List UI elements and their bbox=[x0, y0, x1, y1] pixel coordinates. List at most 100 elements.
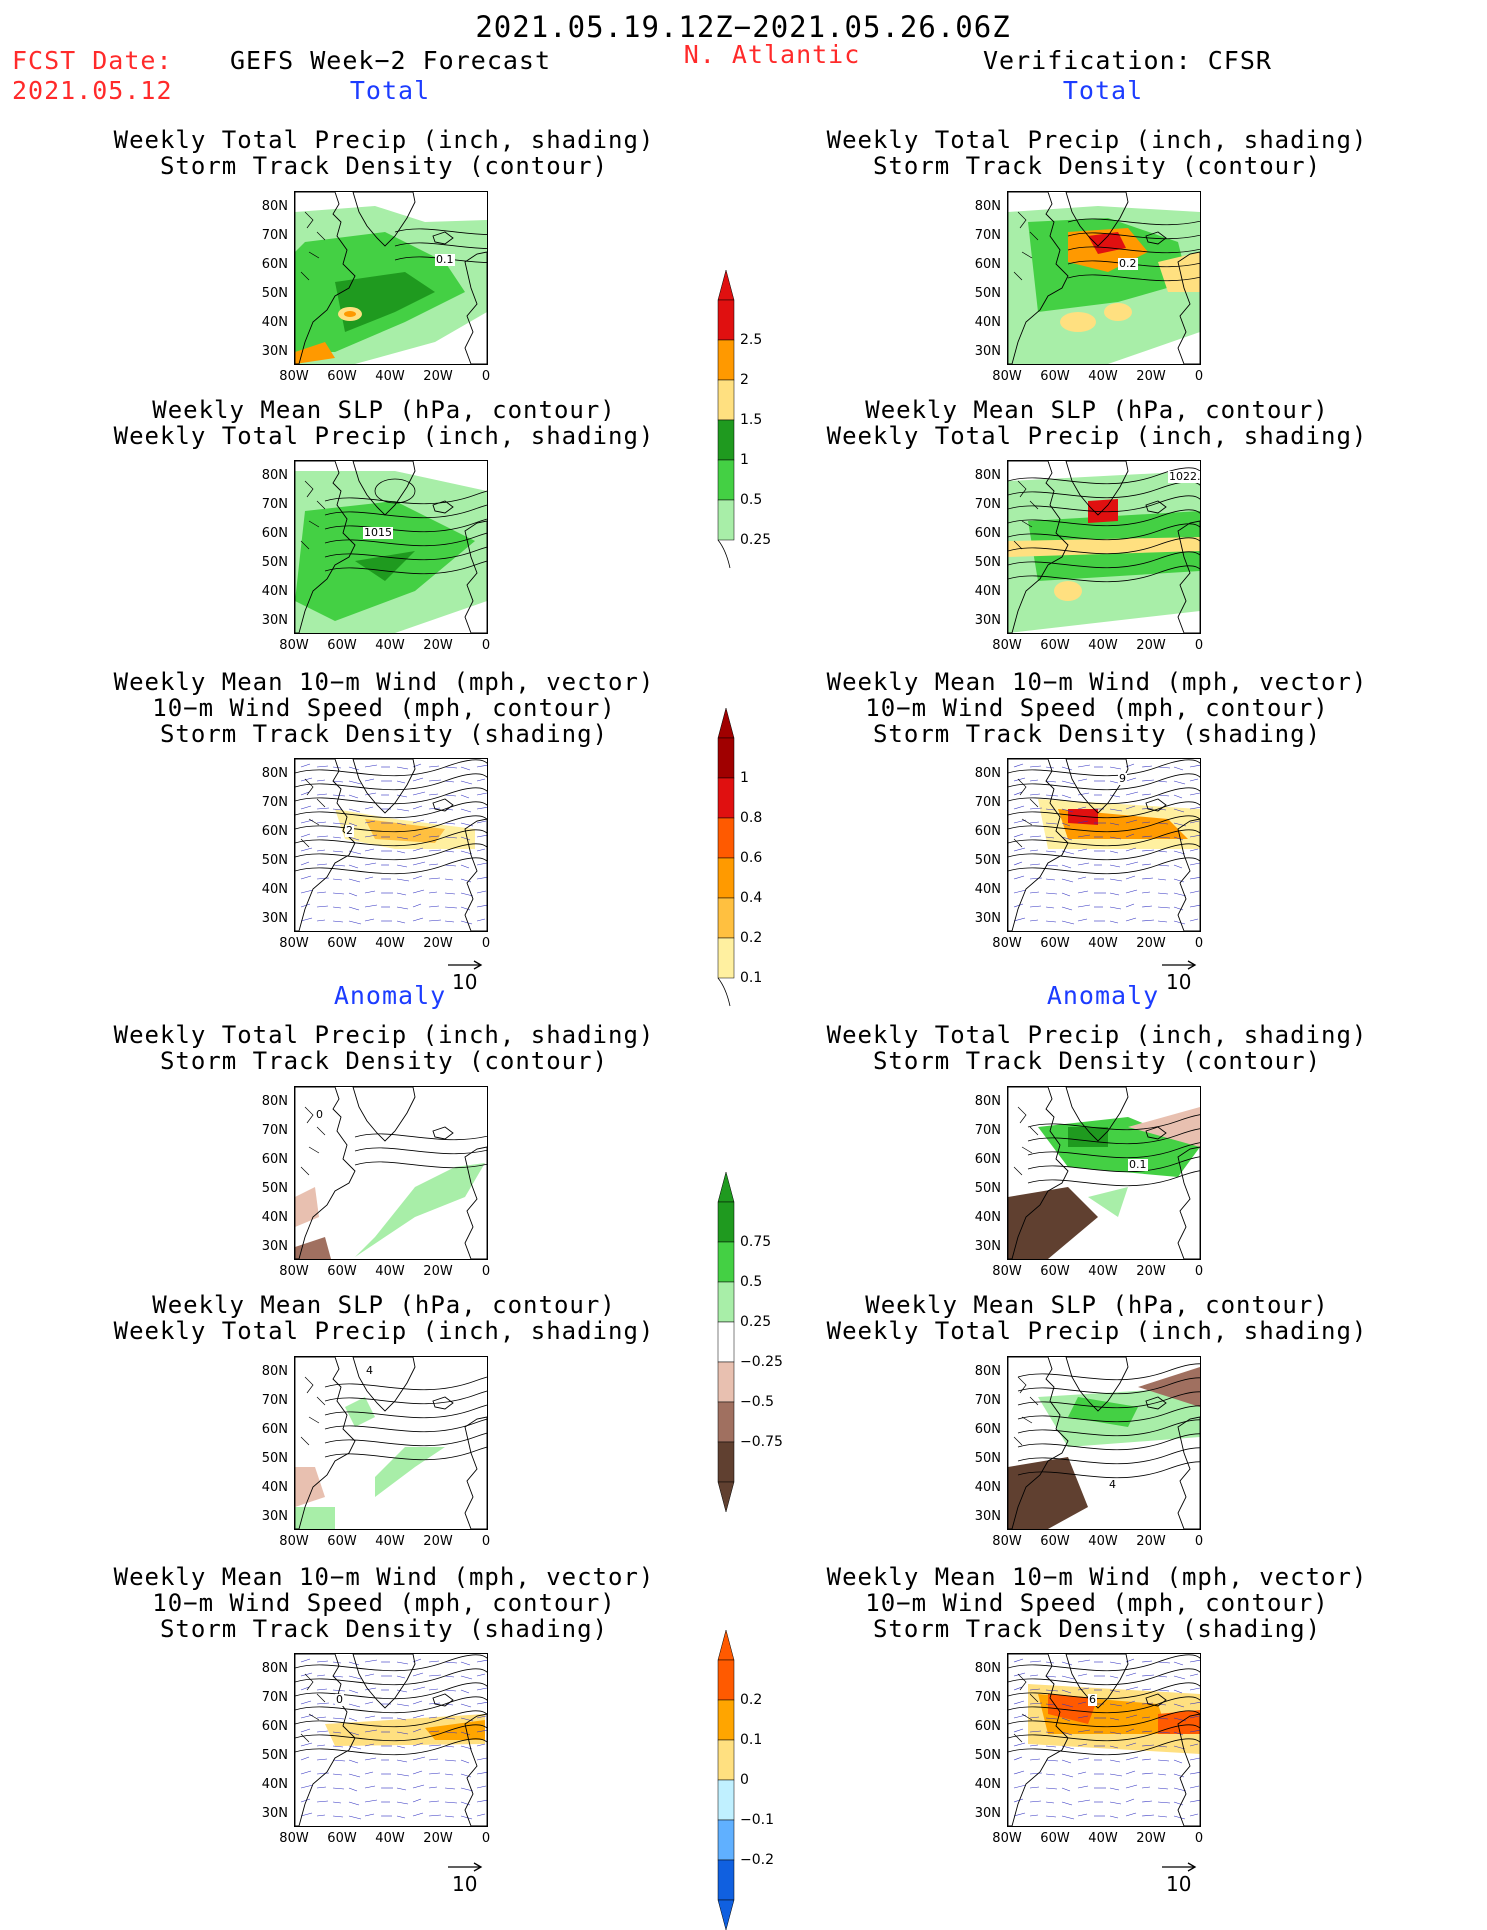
latitude-tick-label: 70N bbox=[261, 1393, 288, 1408]
latitude-tick-label: 30N bbox=[974, 1239, 1001, 1254]
map-panel: 0 bbox=[294, 1086, 488, 1260]
latitude-tick-label: 50N bbox=[261, 1181, 288, 1196]
map-panel: 4 bbox=[1007, 1356, 1201, 1530]
latitude-tick-label: 70N bbox=[974, 1393, 1001, 1408]
longitude-tick-label: 60W bbox=[1040, 369, 1070, 384]
latitude-tick-label: 30N bbox=[261, 1509, 288, 1524]
longitude-tick-label: 40W bbox=[375, 1831, 405, 1846]
vector-reference-arrow bbox=[1162, 960, 1197, 970]
longitude-tick-label: 80W bbox=[992, 1534, 1022, 1549]
latitude-tick-label: 60N bbox=[261, 257, 288, 272]
latitude-tick-label: 50N bbox=[974, 1181, 1001, 1196]
latitude-tick-label: 80N bbox=[974, 468, 1001, 483]
latitude-tick-label: 60N bbox=[974, 824, 1001, 839]
longitude-tick-label: 60W bbox=[1040, 936, 1070, 951]
colorbar-tick-label: 0 bbox=[740, 1772, 749, 1788]
longitude-tick-label: 0 bbox=[481, 638, 491, 653]
fcst-label: FCST Date: bbox=[12, 46, 173, 75]
left-column-title: GEFS Week−2 Forecast bbox=[230, 46, 552, 75]
latitude-tick-label: 80N bbox=[974, 766, 1001, 781]
vector-reference-label: 10 bbox=[1166, 970, 1192, 994]
colorbar bbox=[717, 270, 735, 569]
latitude-tick-label: 70N bbox=[261, 497, 288, 512]
latitude-tick-label: 60N bbox=[261, 1719, 288, 1734]
latitude-tick-label: 60N bbox=[974, 257, 1001, 272]
colorbar-tick-label: 1 bbox=[740, 770, 749, 786]
section-total-right: Total bbox=[1062, 76, 1144, 105]
longitude-tick-label: 40W bbox=[375, 936, 405, 951]
colorbar-tick-label: 0.2 bbox=[740, 1692, 763, 1708]
latitude-tick-label: 50N bbox=[974, 1451, 1001, 1466]
longitude-tick-label: 0 bbox=[1194, 638, 1204, 653]
latitude-tick-label: 80N bbox=[974, 1364, 1001, 1379]
colorbar-tick-label: 0.25 bbox=[740, 1314, 772, 1330]
longitude-tick-label: 80W bbox=[992, 369, 1022, 384]
longitude-tick-label: 40W bbox=[375, 1534, 405, 1549]
latitude-tick-label: 30N bbox=[974, 344, 1001, 359]
longitude-tick-label: 20W bbox=[1136, 1534, 1166, 1549]
contour-label: 0.2 bbox=[1118, 257, 1138, 270]
map-panel: 1015 bbox=[294, 460, 488, 634]
longitude-tick-label: 40W bbox=[375, 638, 405, 653]
colorbar-tick-label: −0.25 bbox=[740, 1354, 783, 1370]
colorbar-tick-label: 0.6 bbox=[740, 850, 763, 866]
longitude-tick-label: 0 bbox=[481, 936, 491, 951]
colorbar-tick-label: −0.75 bbox=[740, 1434, 783, 1450]
panel-title-line: Weekly Total Precip (inch, shading) bbox=[826, 1021, 1368, 1049]
longitude-tick-label: 0 bbox=[481, 1831, 491, 1846]
vector-reference-label: 10 bbox=[1166, 1872, 1192, 1896]
latitude-tick-label: 40N bbox=[261, 315, 288, 330]
map-panel: 6 bbox=[1007, 1653, 1201, 1827]
section-anomaly-left: Anomaly bbox=[333, 981, 447, 1010]
colorbar bbox=[717, 708, 735, 1007]
colorbar-tick-label: 1.5 bbox=[740, 412, 763, 428]
panel-title-line: 10−m Wind Speed (mph, contour) bbox=[152, 694, 616, 722]
map-panel: 0.2 bbox=[1007, 191, 1201, 365]
longitude-tick-label: 0 bbox=[481, 369, 491, 384]
longitude-tick-label: 20W bbox=[423, 369, 453, 384]
longitude-tick-label: 0 bbox=[1194, 1831, 1204, 1846]
longitude-tick-label: 40W bbox=[375, 1264, 405, 1279]
latitude-tick-label: 40N bbox=[974, 1777, 1001, 1792]
panel-title-line: Weekly Total Precip (inch, shading) bbox=[826, 126, 1368, 154]
longitude-tick-label: 60W bbox=[1040, 638, 1070, 653]
contour-label: 0 bbox=[335, 1693, 344, 1706]
latitude-tick-label: 60N bbox=[974, 526, 1001, 541]
longitude-tick-label: 40W bbox=[1088, 369, 1118, 384]
panel-title-line: Storm Track Density (contour) bbox=[872, 152, 1322, 180]
panel-title-line: Weekly Total Precip (inch, shading) bbox=[826, 422, 1368, 450]
panel-title-line: Storm Track Density (shading) bbox=[159, 720, 609, 748]
longitude-tick-label: 60W bbox=[327, 1264, 357, 1279]
latitude-tick-label: 80N bbox=[974, 1661, 1001, 1676]
latitude-tick-label: 80N bbox=[261, 468, 288, 483]
longitude-tick-label: 60W bbox=[327, 1831, 357, 1846]
colorbar-tick-label: −0.1 bbox=[740, 1812, 774, 1828]
latitude-tick-label: 50N bbox=[261, 555, 288, 570]
date-range-title: 2021.05.19.12Z−2021.05.26.06Z bbox=[475, 10, 1011, 44]
colorbar bbox=[717, 1630, 735, 1930]
latitude-tick-label: 80N bbox=[261, 199, 288, 214]
map-panel: 2 bbox=[294, 758, 488, 932]
fcst-date: 2021.05.12 bbox=[12, 76, 173, 105]
panel-title-line: Weekly Total Precip (inch, shading) bbox=[113, 1317, 655, 1345]
map-panel: 0.1 bbox=[294, 191, 488, 365]
contour-label: 2 bbox=[345, 824, 354, 837]
latitude-tick-label: 60N bbox=[261, 1422, 288, 1437]
section-anomaly-right: Anomaly bbox=[1046, 981, 1160, 1010]
map-panel: 0.1 bbox=[1007, 1086, 1201, 1260]
vector-reference-label: 10 bbox=[452, 1872, 478, 1896]
section-total-left: Total bbox=[349, 76, 431, 105]
panel-title-line: Storm Track Density (shading) bbox=[159, 1615, 609, 1643]
map-panel: 1022.5 bbox=[1007, 460, 1201, 634]
longitude-tick-label: 80W bbox=[279, 1264, 309, 1279]
longitude-tick-label: 60W bbox=[327, 369, 357, 384]
vector-reference-label: 10 bbox=[452, 970, 478, 994]
longitude-tick-label: 40W bbox=[1088, 1264, 1118, 1279]
longitude-tick-label: 80W bbox=[992, 1264, 1022, 1279]
panel-title-line: 10−m Wind Speed (mph, contour) bbox=[865, 1589, 1329, 1617]
longitude-tick-label: 40W bbox=[1088, 1534, 1118, 1549]
latitude-tick-label: 70N bbox=[974, 1690, 1001, 1705]
latitude-tick-label: 40N bbox=[974, 1480, 1001, 1495]
latitude-tick-label: 30N bbox=[261, 344, 288, 359]
contour-label: 0.1 bbox=[435, 253, 455, 266]
